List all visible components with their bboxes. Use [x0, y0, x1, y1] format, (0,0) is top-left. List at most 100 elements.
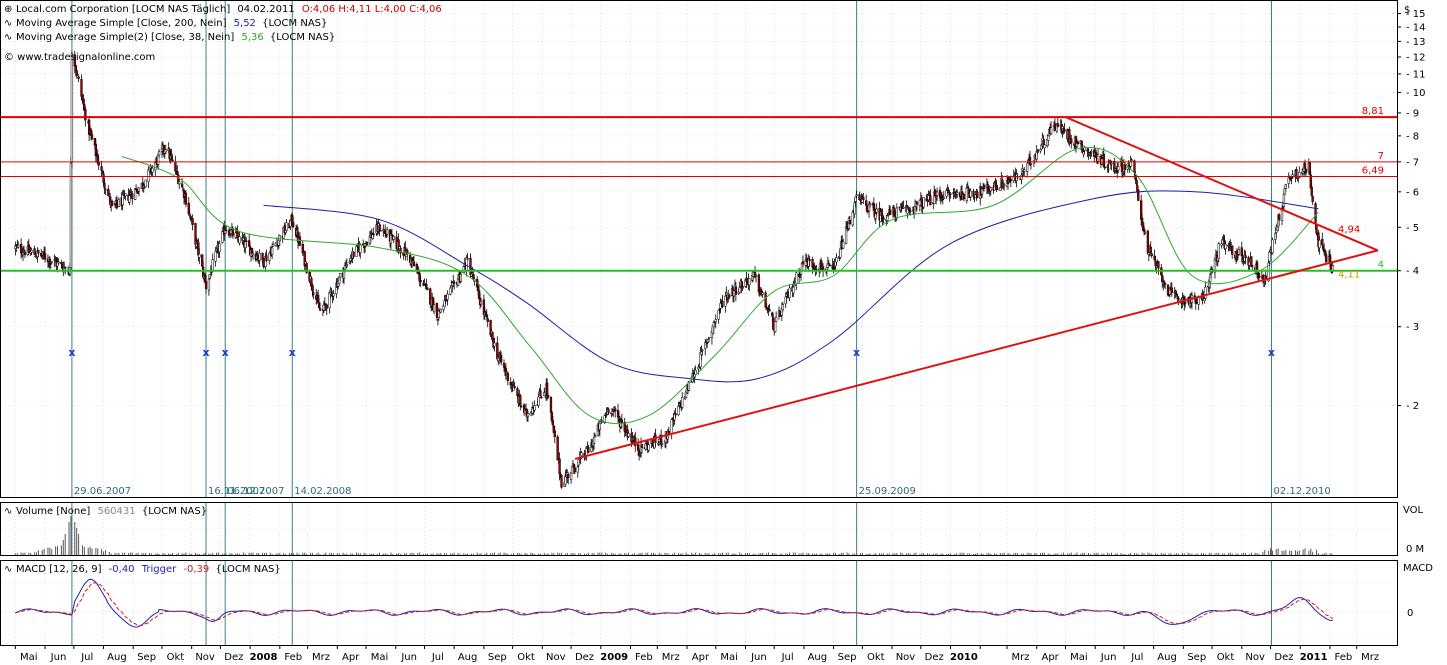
- time-label: Sep: [137, 652, 156, 663]
- price-tick-label: - 4: [1406, 266, 1419, 277]
- trigger-line: [15, 582, 1334, 626]
- sma38-legend-value: 5,36: [241, 32, 263, 43]
- candle-body: [102, 173, 105, 183]
- candle-body: [1009, 179, 1013, 181]
- candle-body: [1237, 249, 1241, 255]
- candle-body: [567, 473, 570, 478]
- time-label: 2008: [250, 652, 278, 663]
- candle-body: [17, 244, 20, 248]
- volume-legend-suffix: {LOCM NAS}: [142, 506, 207, 517]
- candle-body: [103, 182, 106, 189]
- candle-body: [549, 397, 553, 413]
- svg-text:Local.com Corporation [LOCM NA: Local.com Corporation [LOCM NAS Täglich]…: [16, 4, 442, 15]
- time-label: Nov: [896, 652, 916, 663]
- volume-legend-label: Volume [None]: [16, 506, 90, 517]
- time-label: Jun: [750, 652, 767, 663]
- time-label: Mrz: [312, 652, 330, 663]
- candle-body: [754, 275, 758, 277]
- candle-body: [844, 226, 848, 244]
- candle-body: [1053, 123, 1057, 129]
- price-tick-label: - 14: [1406, 22, 1426, 33]
- candle-body: [305, 263, 308, 273]
- candle-body: [1133, 160, 1136, 174]
- candle-body: [1311, 196, 1314, 202]
- price-tick-label: - 9: [1406, 108, 1419, 119]
- candle-body: [674, 413, 677, 416]
- candle-body: [996, 188, 999, 190]
- volume-axis-top: VOL: [1403, 505, 1424, 516]
- candle-body: [64, 267, 67, 269]
- candle-body: [1330, 271, 1333, 273]
- candle-body: [115, 200, 119, 205]
- candle-body: [429, 288, 432, 305]
- trendline: [1065, 116, 1379, 252]
- candle-body: [853, 202, 856, 215]
- candle-body: [875, 208, 878, 213]
- candle-body: [238, 236, 241, 244]
- candle-body: [1103, 166, 1106, 169]
- candle-body: [1137, 189, 1140, 201]
- candle-body: [1184, 302, 1187, 304]
- candle-body: [868, 203, 872, 206]
- candle-body: [1291, 174, 1294, 178]
- candle-body: [171, 159, 174, 162]
- candle-body: [372, 233, 375, 236]
- time-label: Sep: [838, 652, 857, 663]
- macd-legend-value: -0,40: [109, 564, 135, 575]
- candle-body: [1003, 184, 1006, 187]
- candle-body: [1177, 297, 1180, 300]
- candle-body: [1271, 239, 1274, 254]
- signal-date-label: 29.06.2007: [74, 486, 131, 497]
- time-label: 2011: [1300, 652, 1328, 663]
- candle-body: [419, 280, 422, 283]
- candle-body: [551, 420, 555, 426]
- sma38-legend-label: Moving Average Simple(2) [Close, 38, Nei…: [16, 32, 234, 43]
- candle-body: [677, 406, 680, 416]
- candle-body: [164, 149, 167, 153]
- volume-grid: [1, 503, 1397, 555]
- price-axis: - 2 - 3 - 4 - 5 - 6 - 7 - 8 - 9 - 10 - 11 - 12 - 13…: [1397, 9, 1426, 412]
- candle-body: [245, 240, 248, 243]
- copyright-text: © www.tradesignalonline.com: [4, 52, 155, 63]
- candle-body: [717, 310, 720, 320]
- volume-bars: [14, 516, 1333, 555]
- candle-body: [184, 192, 188, 205]
- time-label: Mrz: [1361, 652, 1379, 663]
- candle-body: [888, 209, 892, 216]
- candle-body: [1102, 153, 1105, 167]
- macd-legend-label: MACD [12, 26, 9]: [16, 564, 102, 575]
- candle-body: [721, 301, 724, 308]
- candle-body: [895, 207, 899, 218]
- time-label: Mrz: [1011, 652, 1029, 663]
- time-label: Apr: [342, 652, 360, 663]
- candle-body: [627, 432, 630, 437]
- candle-body: [1110, 162, 1113, 165]
- candle-body: [694, 370, 697, 375]
- time-label: Jul: [781, 652, 794, 663]
- candle-body: [1157, 261, 1160, 269]
- candle-body: [345, 264, 349, 267]
- candle-body: [1043, 144, 1046, 149]
- candle-body: [634, 437, 637, 447]
- candle-body: [660, 443, 664, 445]
- candle-body: [466, 258, 469, 260]
- signal-date-label: 25.09.2009: [859, 486, 916, 497]
- price-annotation: 4,11: [1338, 270, 1360, 281]
- candle-body: [325, 304, 328, 309]
- candle-body: [774, 316, 778, 322]
- candle-body: [1149, 246, 1152, 253]
- candle-body: [318, 308, 322, 311]
- candle-body: [1277, 214, 1281, 221]
- time-label: Mai: [1070, 652, 1088, 663]
- candle-body: [886, 215, 889, 221]
- candle-body: [50, 261, 53, 263]
- trigger-legend-label: Trigger: [141, 564, 177, 575]
- candlestick-series: [14, 50, 1334, 489]
- candle-body: [1303, 163, 1307, 169]
- candle-body: [57, 261, 60, 264]
- sma200-legend-label: Moving Average Simple [Close, 200, Nein]: [16, 18, 227, 29]
- time-label: Dez: [1274, 652, 1293, 663]
- candle-body: [204, 281, 208, 289]
- time-label: Sep: [488, 652, 507, 663]
